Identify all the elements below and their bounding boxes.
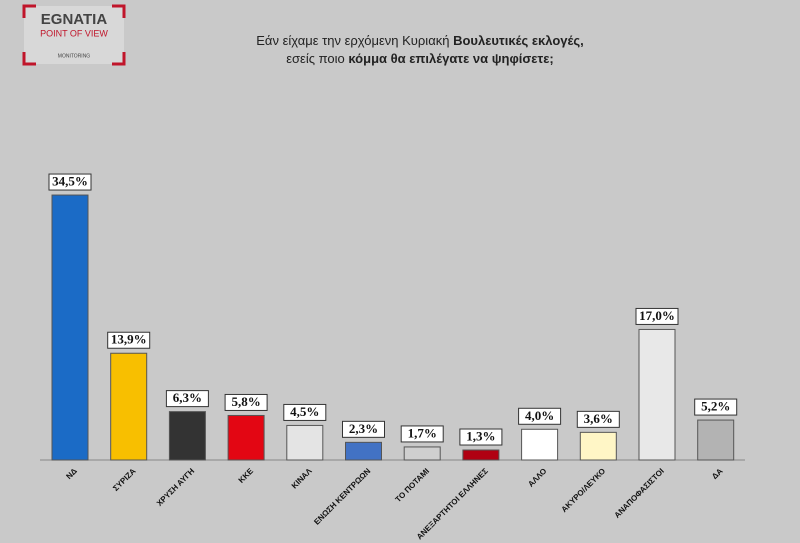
bar [286,424,324,461]
value-label: 4,5% [290,404,319,419]
title-text: Βουλευτικές εκλογές, [453,33,584,48]
bar [403,446,441,461]
value-label-box [342,420,385,438]
chart-title: Εάν είχαμε την ερχόμενη Κυριακή Βουλευτι… [256,33,583,48]
bar [521,428,559,461]
logo: EGNATIA POINT OF VIEW MONITORING [22,4,126,66]
value-label: 1,3% [466,429,495,444]
bar [168,411,206,461]
value-label-box [576,410,620,428]
logo-frame [22,4,126,66]
value-label-box [635,307,679,325]
value-label-box [518,407,562,425]
logo-tagline: POINT OF VIEW [40,28,108,38]
value-label-box [224,393,268,411]
logo-sub: MONITORING [58,53,91,59]
bar [345,441,382,461]
bar [638,328,676,461]
value-label-box [400,425,444,443]
logo-box [24,6,124,64]
bar [462,449,500,461]
logo-name: EGNATIA [41,11,108,28]
bar [697,419,735,461]
value-label-box [694,398,738,416]
value-label: 17,0% [639,308,675,323]
value-label-box [283,403,327,421]
chart-title: εσείς ποιο κόμμα θα επιλέγατε να ψηφίσετ… [286,51,554,66]
value-label: 1,7% [408,425,437,440]
value-label: 6,3% [173,390,202,405]
bar [51,194,89,461]
value-label: 13,9% [111,332,147,347]
value-label: 3,6% [584,411,613,426]
value-label: 2,3% [349,421,378,436]
title-text: εσείς ποιο [286,51,348,66]
value-label-box [165,390,209,408]
title-text: κόμμα θα επιλέγατε να ψηφίσετε; [348,51,553,66]
bar [110,352,148,461]
value-label-box [48,173,92,191]
value-label-box [107,331,151,349]
value-label: 4,0% [525,408,554,423]
value-label-box [459,428,503,446]
value-label: 5,2% [701,399,730,414]
value-label: 34,5% [52,174,88,189]
value-label: 5,8% [231,394,260,409]
bar [227,414,265,461]
bar [579,431,617,461]
title-text: Εάν είχαμε την ερχόμενη Κυριακή [256,33,453,48]
